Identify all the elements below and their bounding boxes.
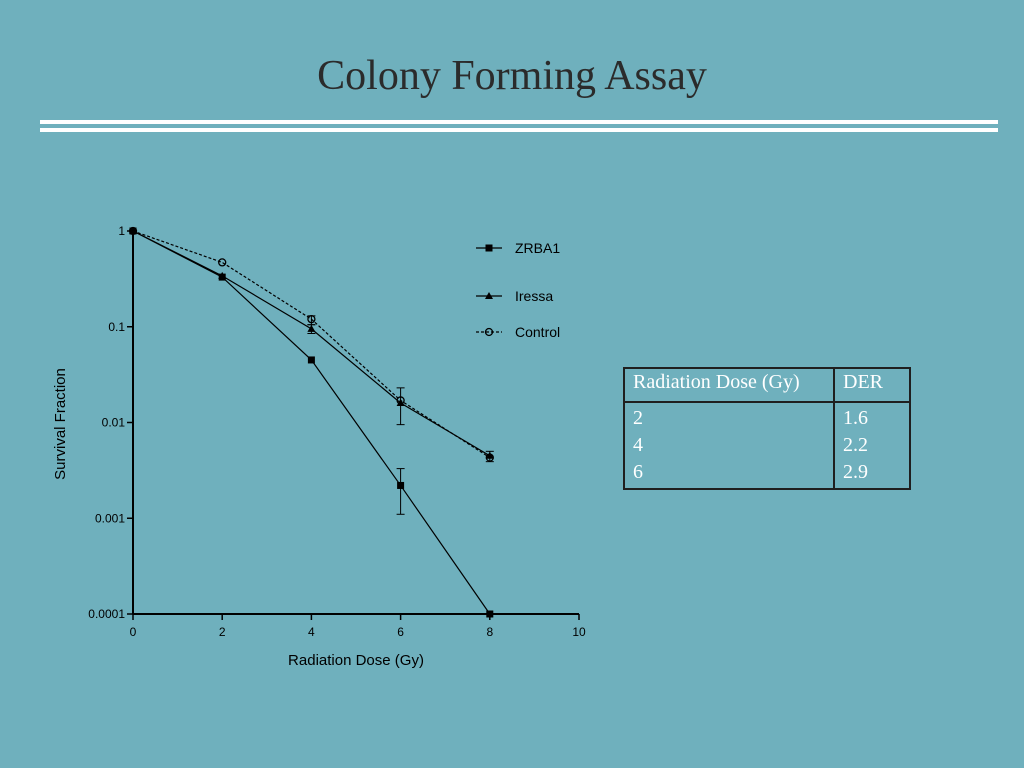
data-point (396, 396, 405, 405)
der-table-dose-cell: 6 (633, 461, 643, 483)
data-point (307, 324, 316, 332)
data-point (485, 453, 494, 462)
legend-label: ZRBA1 (515, 240, 560, 256)
y-tick-label: 0.01 (102, 416, 126, 430)
data-point (396, 398, 405, 406)
data-point (485, 451, 494, 459)
der-table-body-row: 2 4 6 1.6 2.2 2.9 (624, 402, 910, 489)
legend-marker (485, 244, 493, 252)
der-table-der-cell: 1.6 (843, 407, 868, 429)
title-rule-top (40, 120, 998, 124)
x-tick-label: 10 (572, 625, 586, 639)
der-table-dose-column: 2 4 6 (624, 402, 835, 489)
der-table-dose-cell: 2 (633, 407, 643, 429)
data-point (128, 226, 138, 236)
y-tick-label: 0.001 (95, 511, 125, 525)
der-table-header-der: DER (834, 368, 910, 403)
data-point (307, 356, 315, 364)
y-tick-label: 0.0001 (88, 607, 125, 621)
series-control (128, 226, 494, 462)
data-point (307, 315, 316, 324)
legend-marker (485, 292, 493, 299)
der-table-der-cell: 2.9 (843, 461, 868, 483)
der-table: Radiation Dose (Gy) DER 2 4 6 1.6 2.2 2.… (623, 367, 911, 490)
series-line (132, 230, 491, 457)
slide-title: Colony Forming Assay (317, 53, 707, 99)
x-tick-label: 0 (130, 625, 137, 639)
x-axis-label: Radiation Dose (Gy) (288, 652, 424, 669)
series-iressa (129, 227, 494, 463)
der-table-der-cell: 2.2 (843, 434, 868, 456)
der-table-der-column: 1.6 2.2 2.9 (834, 402, 910, 489)
der-table-header-row: Radiation Dose (Gy) DER (624, 368, 910, 403)
der-table-header-dose: Radiation Dose (Gy) (624, 368, 835, 403)
data-point (397, 481, 405, 489)
x-tick-label: 4 (308, 625, 315, 639)
legend-label: Control (515, 324, 560, 340)
y-axis-label: Survival Fraction (52, 368, 69, 480)
data-point (218, 271, 227, 279)
x-tick-label: 6 (397, 625, 404, 639)
series-line (132, 230, 491, 615)
y-tick-label: 0.1 (108, 320, 125, 334)
x-tick-label: 8 (486, 625, 493, 639)
title-rule-bottom (40, 128, 998, 132)
legend-label: Iressa (515, 288, 553, 304)
der-table-dose-cell: 4 (633, 434, 643, 456)
x-tick-label: 2 (219, 625, 226, 639)
data-point (218, 258, 227, 267)
y-tick-label: 1 (118, 224, 125, 238)
data-point (486, 610, 494, 618)
legend-marker (484, 327, 494, 337)
series-zrba1 (129, 227, 494, 618)
